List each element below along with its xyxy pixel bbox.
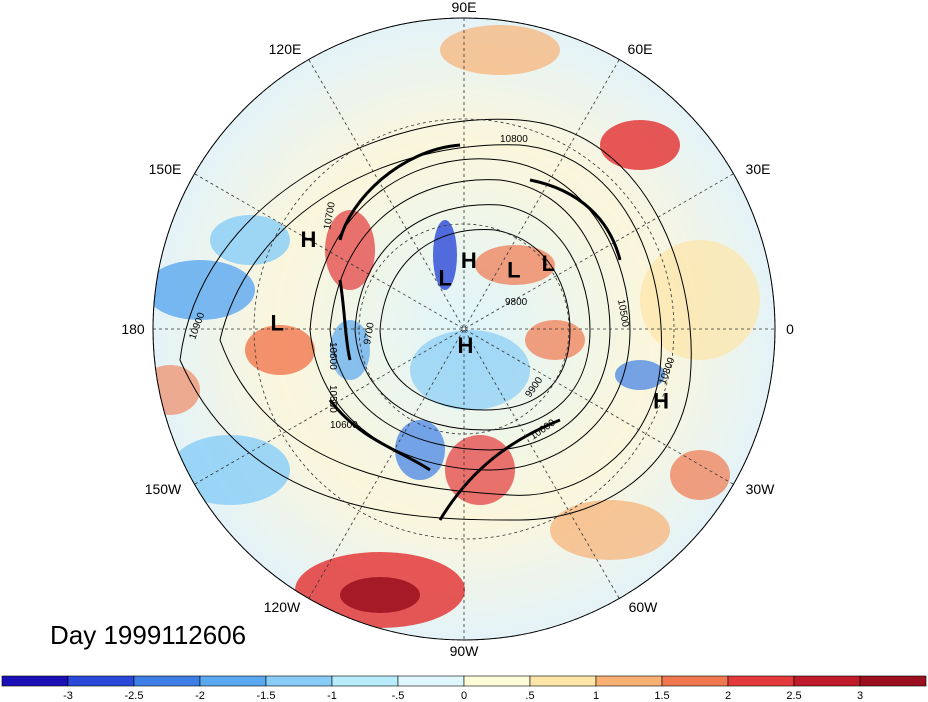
lon-label: 90E <box>452 0 477 15</box>
colorbar: -3 -2.5 -2 -1.5 -1 -.5 0 .5 1 1.5 2 2.5 3 <box>1 675 927 702</box>
colorbar-tick-label: .5 <box>525 690 534 702</box>
contour-label: 10500 <box>327 385 338 413</box>
colorbar-box <box>463 675 531 687</box>
colorbar-boxes <box>1 675 927 687</box>
longitude-labels: 90E 60E 30E 0 30W 60W 90W 120W 150W 180 … <box>121 0 794 659</box>
colorbar-tick-label: -.5 <box>392 690 405 702</box>
high-pressure-marker: H <box>653 389 669 414</box>
contour-label: 10600 <box>330 420 358 431</box>
contour-label: 10800 <box>500 134 528 145</box>
colorbar-box <box>133 675 201 687</box>
high-pressure-marker: H <box>457 333 473 358</box>
day-title: Day 1999112606 <box>50 620 247 650</box>
lon-label: 90W <box>450 643 480 659</box>
low-pressure-marker: L <box>542 251 555 276</box>
colorbar-box <box>199 675 267 687</box>
map-boundary <box>152 17 776 641</box>
colorbar-tick-label: 2 <box>725 690 731 702</box>
colorbar-box <box>859 675 927 687</box>
colorbar-tick-label: -1 <box>327 690 337 702</box>
low-pressure-marker: L <box>270 311 283 336</box>
colorbar-box <box>595 675 663 687</box>
colorbar-box <box>397 675 465 687</box>
low-pressure-marker: L <box>438 266 451 291</box>
contour-label: 10600 <box>327 342 338 370</box>
colorbar-box <box>727 675 795 687</box>
colorbar-tick-label: -1.5 <box>257 690 276 702</box>
polar-stereographic-map: 90E 60E 30E 0 30W 60W 90W 120W 150W 180 … <box>121 0 794 659</box>
colorbar-tick-label: 1.5 <box>654 690 669 702</box>
low-pressure-marker: L <box>507 258 520 283</box>
colorbar-tick-label: -3 <box>63 690 73 702</box>
colorbar-tick-label: 1 <box>593 690 599 702</box>
colorbar-tick-label: -2.5 <box>125 690 144 702</box>
colorbar-ticks: -3 -2.5 -2 -1.5 -1 -.5 0 .5 1 1.5 2 2.5 3 <box>63 690 863 702</box>
lon-label: 150E <box>149 161 182 177</box>
colorbar-box <box>661 675 729 687</box>
high-pressure-marker: H <box>461 248 477 273</box>
colorbar-box <box>1 675 69 687</box>
contour-label: 9800 <box>505 297 528 308</box>
lon-label: 120E <box>269 41 302 57</box>
colorbar-tick-label: 0 <box>461 690 467 702</box>
contour-label: 10500 <box>615 299 631 329</box>
lon-label: 120W <box>264 599 301 615</box>
lon-label: 60E <box>628 41 653 57</box>
colorbar-tick-label: -2 <box>195 690 205 702</box>
contour-label: 10700 <box>322 201 338 231</box>
high-pressure-marker: H <box>301 227 317 252</box>
colorbar-tick-label: 3 <box>857 690 863 702</box>
colorbar-box <box>529 675 597 687</box>
contour-label: 9700 <box>362 321 377 345</box>
lon-label: 30W <box>746 481 776 497</box>
lon-label: 150W <box>145 481 182 497</box>
lon-label: 30E <box>746 161 771 177</box>
colorbar-box <box>331 675 399 687</box>
colorbar-box <box>793 675 861 687</box>
colorbar-box <box>67 675 135 687</box>
colorbar-box <box>265 675 333 687</box>
colorbar-tick-label: 2.5 <box>786 690 801 702</box>
lon-label: 60W <box>629 599 659 615</box>
lon-label: 0 <box>786 321 794 337</box>
lon-label: 180 <box>121 321 145 337</box>
